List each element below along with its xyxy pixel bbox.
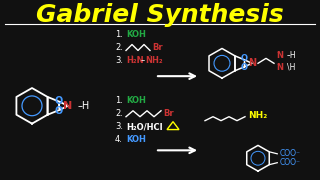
Text: KOH: KOH [126,96,146,105]
Text: N: N [248,58,256,68]
Text: ··: ·· [276,62,279,67]
Text: H₂O/HCl: H₂O/HCl [126,122,163,131]
Text: NH₂: NH₂ [145,56,163,65]
Text: COO⁻: COO⁻ [279,158,300,167]
Text: –H: –H [78,101,90,111]
Text: –H: –H [287,51,297,60]
Text: Gabriel Synthesis: Gabriel Synthesis [36,3,284,27]
Text: NH₂: NH₂ [248,111,267,120]
Text: N: N [276,63,284,72]
Text: O: O [241,54,248,63]
Text: ··: ·· [148,53,152,58]
Text: KOH: KOH [126,30,146,39]
Text: 2.: 2. [115,43,123,52]
Text: O: O [55,106,63,116]
Text: O: O [241,63,248,72]
Text: ··: ·· [276,50,279,55]
Text: 2.: 2. [115,109,123,118]
Text: \H: \H [287,63,295,72]
Text: H₂N: H₂N [126,56,144,65]
Text: N: N [63,101,73,111]
Text: ··: ·· [130,53,134,58]
Text: 3.: 3. [115,122,123,131]
Text: COO⁻: COO⁻ [279,149,300,158]
Text: 1.: 1. [115,30,123,39]
Text: Br: Br [163,109,174,118]
Text: 4.: 4. [115,135,123,144]
Text: 1.: 1. [115,96,123,105]
Text: Br: Br [152,43,163,52]
Text: 3.: 3. [115,56,123,65]
Text: O: O [55,96,63,106]
Text: KOH: KOH [126,135,146,144]
Text: –: – [141,56,145,65]
Text: N: N [276,51,284,60]
